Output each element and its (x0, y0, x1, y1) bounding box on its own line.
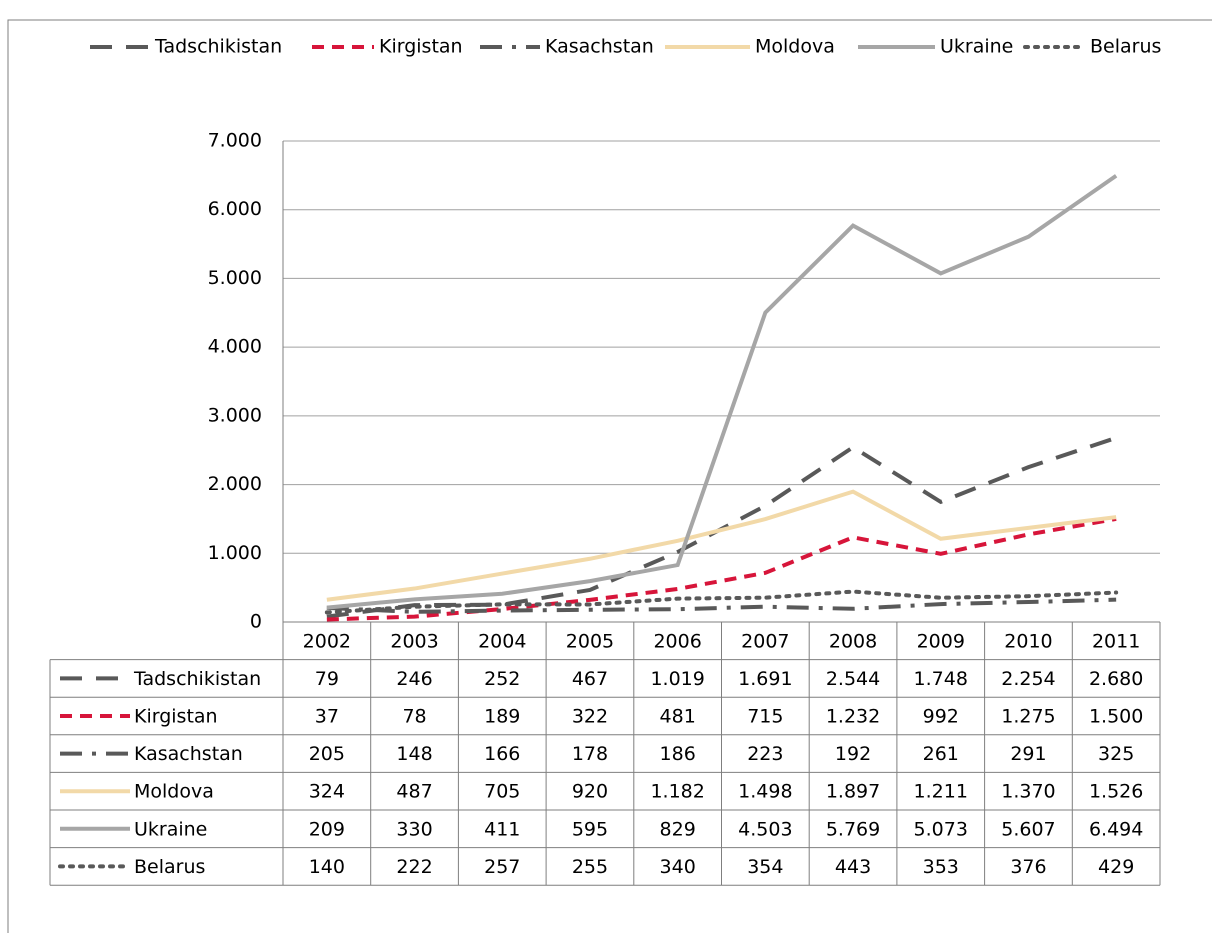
x-tick-label: 2004 (478, 630, 526, 652)
table-value: 1.275 (1001, 706, 1055, 728)
chart-frame (7, 19, 1212, 933)
table-value: 376 (1010, 856, 1046, 878)
x-tick-label: 2008 (829, 630, 877, 652)
series-line (326, 516, 1117, 622)
table-value: 1.897 (826, 781, 880, 803)
table-value: 1.691 (738, 668, 792, 690)
table-value: 222 (396, 856, 432, 878)
table-value: 5.073 (914, 818, 968, 840)
table-value: 186 (660, 743, 696, 765)
table-value: 252 (484, 668, 520, 690)
table-value: 192 (835, 743, 871, 765)
table-row-label: Kirgistan (134, 706, 218, 728)
table-row-label: Tadschikistan (133, 668, 261, 690)
table-value: 1.019 (650, 668, 704, 690)
table-value: 1.182 (650, 781, 704, 803)
table-row-label: Ukraine (134, 818, 207, 840)
table-value: 1.370 (1001, 781, 1055, 803)
table-row-label: Belarus (134, 856, 205, 878)
y-tick-label: 3.000 (208, 404, 262, 426)
table-value: 487 (396, 781, 432, 803)
y-tick-label: 0 (250, 611, 262, 633)
table-value: 1.500 (1089, 706, 1143, 728)
series-line (326, 597, 1117, 614)
table-value: 79 (315, 668, 339, 690)
table-value: 178 (572, 743, 608, 765)
table-value: 1.748 (914, 668, 968, 690)
y-tick-label: 7.000 (208, 130, 262, 152)
table-value: 992 (923, 706, 959, 728)
table-value: 166 (484, 743, 520, 765)
table-value: 257 (484, 856, 520, 878)
table-value: 325 (1098, 743, 1134, 765)
table-value: 705 (484, 781, 520, 803)
table-value: 78 (402, 706, 426, 728)
y-tick-label: 1.000 (208, 542, 262, 564)
table-value: 1.498 (738, 781, 792, 803)
table-value: 261 (923, 743, 959, 765)
legend-label: Kasachstan (545, 36, 654, 58)
table-value: 829 (660, 818, 696, 840)
y-tick-label: 4.000 (208, 336, 262, 358)
table-value: 481 (660, 706, 696, 728)
table-value: 5.769 (826, 818, 880, 840)
series-line (326, 435, 1117, 619)
table-value: 2.254 (1001, 668, 1055, 690)
series-line (326, 489, 1117, 602)
x-tick-label: 2011 (1092, 630, 1140, 652)
table-value: 443 (835, 856, 871, 878)
table-value: 4.503 (738, 818, 792, 840)
table-value: 5.607 (1001, 818, 1055, 840)
table-value: 353 (923, 856, 959, 878)
legend-label: Moldova (755, 36, 835, 58)
table-value: 37 (315, 706, 339, 728)
table-value: 324 (309, 781, 345, 803)
series-line (326, 174, 1118, 610)
x-tick-label: 2005 (566, 630, 614, 652)
table-value: 255 (572, 856, 608, 878)
x-tick-label: 2006 (653, 630, 701, 652)
table-value: 1.211 (914, 781, 968, 803)
table-value: 429 (1098, 856, 1134, 878)
y-tick-label: 2.000 (208, 473, 262, 495)
table-value: 467 (572, 668, 608, 690)
table-value: 140 (309, 856, 345, 878)
table-value: 2.680 (1089, 668, 1143, 690)
table-value: 411 (484, 818, 520, 840)
table-value: 354 (747, 856, 783, 878)
series-line (324, 589, 1119, 615)
table-row-label: Kasachstan (134, 743, 243, 765)
table-value: 223 (747, 743, 783, 765)
table-value: 291 (1010, 743, 1046, 765)
table-value: 595 (572, 818, 608, 840)
table-value: 209 (309, 818, 345, 840)
table-value: 246 (396, 668, 432, 690)
y-tick-label: 6.000 (208, 198, 262, 220)
x-tick-label: 2010 (1004, 630, 1052, 652)
legend-label: Tadschikistan (154, 36, 282, 58)
x-tick-label: 2009 (917, 630, 965, 652)
x-tick-label: 2007 (741, 630, 789, 652)
table-value: 1.232 (826, 706, 880, 728)
table-value: 189 (484, 706, 520, 728)
table-value: 1.526 (1089, 781, 1143, 803)
legend-label: Kirgistan (379, 36, 463, 58)
table-value: 205 (309, 743, 345, 765)
table-value: 715 (747, 706, 783, 728)
x-tick-label: 2003 (390, 630, 438, 652)
table-value: 2.544 (826, 668, 880, 690)
table-value: 322 (572, 706, 608, 728)
legend-label: Ukraine (940, 36, 1013, 58)
table-value: 148 (396, 743, 432, 765)
table-value: 330 (396, 818, 432, 840)
table-value: 6.494 (1089, 818, 1143, 840)
x-tick-label: 2002 (303, 630, 351, 652)
y-tick-label: 5.000 (208, 267, 262, 289)
table-row-label: Moldova (134, 781, 214, 803)
legend-label: Belarus (1090, 36, 1161, 58)
table-value: 340 (660, 856, 696, 878)
table-value: 920 (572, 781, 608, 803)
